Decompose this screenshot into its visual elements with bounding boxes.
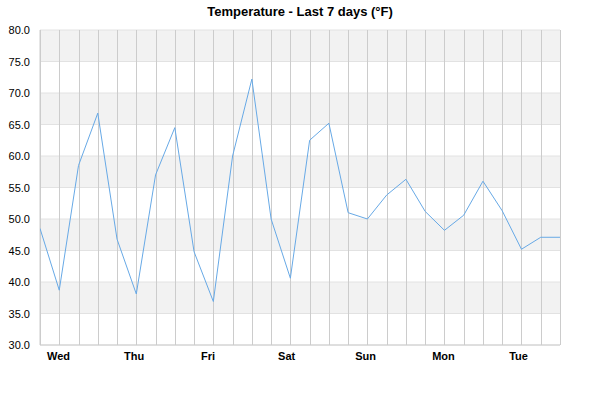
series-group: [40, 79, 560, 301]
x-tick-label: Sun: [355, 350, 376, 362]
x-grid-line: [329, 30, 330, 345]
x-grid-line: [40, 30, 41, 345]
y-tick-label: 30.0: [9, 339, 30, 351]
x-grid-line: [156, 30, 157, 345]
x-grid-line: [425, 30, 426, 345]
x-tick-label: Fri: [201, 350, 215, 362]
x-grid-line: [541, 30, 542, 345]
plot-background: [40, 30, 560, 345]
chart-container: 30.0 35.0 40.0 45.0 50.0 55.0 60.0 65.0 70.0 75.0…: [0, 0, 600, 400]
x-grid-line: [290, 30, 291, 345]
y-grid-line: [40, 345, 560, 346]
y-tick-label: 70.0: [9, 87, 30, 99]
x-axis-line: [40, 345, 560, 346]
x-grid-line: [483, 30, 484, 345]
y-tick-label: 80.0: [9, 24, 30, 36]
x-grid-line: [444, 30, 445, 345]
x-tick-label: Mon: [432, 350, 455, 362]
y-tick-label: 60.0: [9, 150, 30, 162]
x-grid-line: [464, 30, 465, 345]
x-grid-line: [560, 30, 561, 345]
x-tick-label: Sat: [278, 350, 295, 362]
x-grid-line: [59, 30, 60, 345]
x-grid-line: [406, 30, 407, 345]
x-grid-line: [502, 30, 503, 345]
chart-title: Temperature - Last 7 days (°F): [207, 4, 393, 19]
x-grid-line: [136, 30, 137, 345]
x-grid-line: [79, 30, 80, 345]
x-grid-line: [367, 30, 368, 345]
x-grid-line: [271, 30, 272, 345]
y-tick-label: 55.0: [9, 182, 30, 194]
temperature-line: [40, 79, 560, 301]
y-tick-label: 65.0: [9, 119, 30, 131]
y-tick-label: 35.0: [9, 308, 30, 320]
x-grid-line: [348, 30, 349, 345]
x-grid-line: [175, 30, 176, 345]
x-tick-label: Tue: [509, 350, 528, 362]
x-grid-line: [98, 30, 99, 345]
y-tick-label: 45.0: [9, 245, 30, 257]
x-grid-line: [117, 30, 118, 345]
x-grid-line: [521, 30, 522, 345]
chart-svg: 30.0 35.0 40.0 45.0 50.0 55.0 60.0 65.0 70.0 75.0…: [0, 0, 600, 400]
y-tick-label: 75.0: [9, 56, 30, 68]
x-grid-line: [387, 30, 388, 345]
x-grid-line: [194, 30, 195, 345]
x-grid-line: [252, 30, 253, 345]
x-tick-label: Wed: [47, 350, 70, 362]
y-tick-label: 50.0: [9, 213, 30, 225]
x-tick-label: Thu: [124, 350, 144, 362]
y-tick-label: 40.0: [9, 276, 30, 288]
y-axis-line: [40, 30, 41, 345]
x-grid-line: [233, 30, 234, 345]
x-grid-line: [310, 30, 311, 345]
